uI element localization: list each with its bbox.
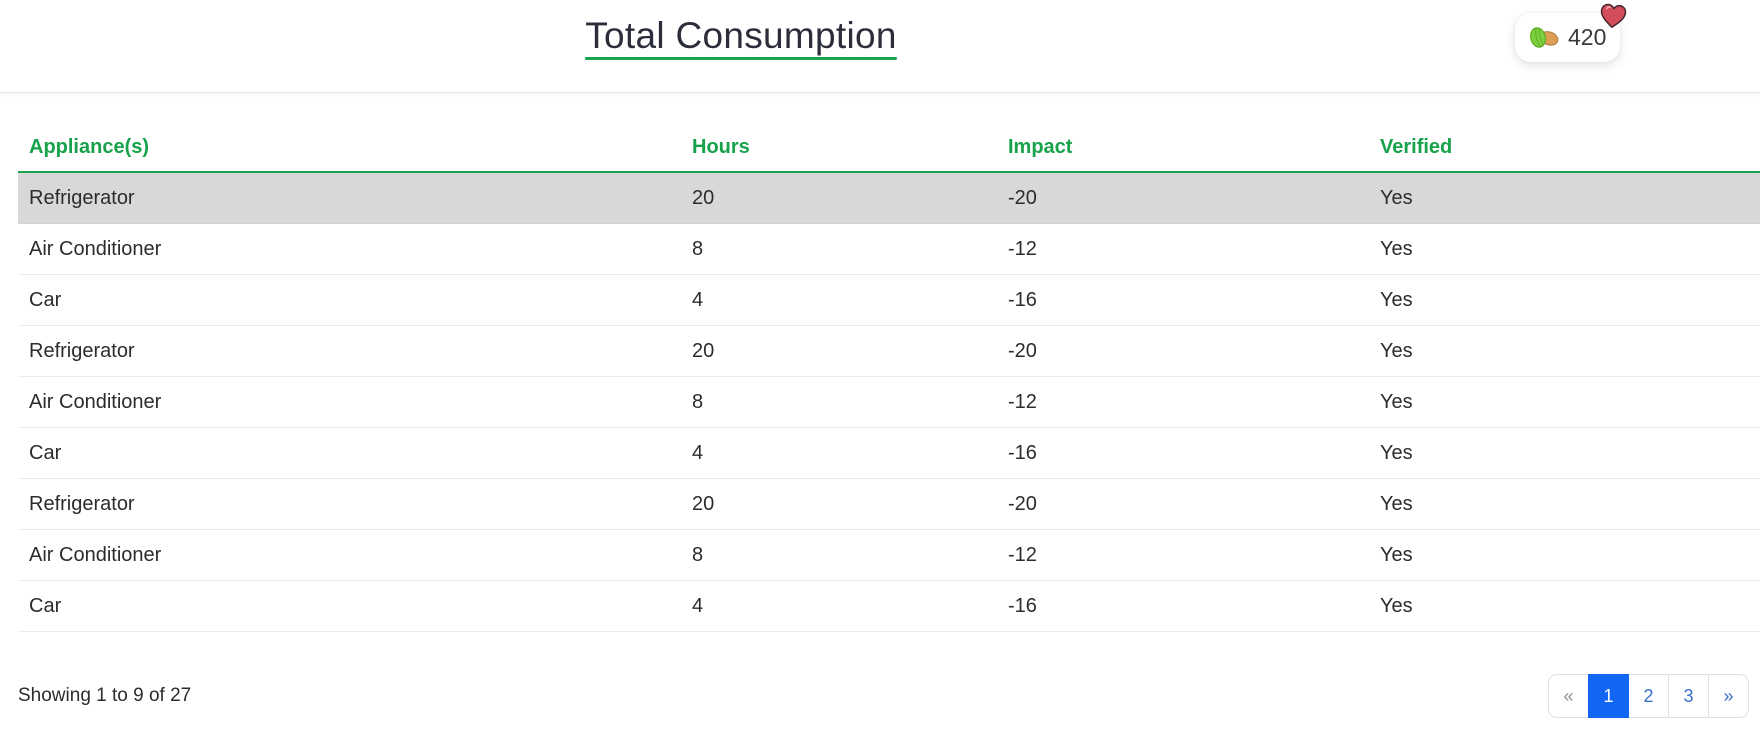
table-row[interactable]: Refrigerator 20 -20 Yes — [18, 478, 1760, 530]
table-cell: 4 — [692, 427, 1008, 479]
column-header-appliance: Appliance(s) — [18, 93, 692, 173]
table-cell: Car — [18, 580, 692, 632]
consumption-table: Appliance(s) Hours Impact Verified Refri… — [18, 93, 1760, 632]
table-cell: 4 — [692, 580, 1008, 632]
table-cell: Yes — [1380, 427, 1760, 479]
table-cell: Car — [18, 427, 692, 479]
table-cell: Car — [18, 274, 692, 326]
table-cell: Refrigerator — [18, 172, 692, 224]
pagination-page-2[interactable]: 2 — [1628, 674, 1669, 718]
table-cell: Yes — [1380, 376, 1760, 428]
table-cell: Yes — [1380, 529, 1760, 581]
table-cell: -20 — [1008, 478, 1380, 530]
top-bar: Total Consumption 420 — [0, 0, 1760, 93]
table-cell: -12 — [1008, 376, 1380, 428]
table-row[interactable]: Car 4 -16 Yes — [18, 580, 1760, 632]
table-cell: Yes — [1380, 274, 1760, 326]
table-cell: -12 — [1008, 529, 1380, 581]
table-row[interactable]: Air Conditioner 8 -12 Yes — [18, 376, 1760, 428]
table-cell: Refrigerator — [18, 325, 692, 377]
heart-icon — [1597, 1, 1630, 33]
table-cell: Yes — [1380, 580, 1760, 632]
table-cell: Air Conditioner — [18, 223, 692, 275]
table-row[interactable]: Car 4 -16 Yes — [18, 274, 1760, 326]
table-cell: 8 — [692, 529, 1008, 581]
points-value: 420 — [1568, 24, 1607, 50]
pagination: «1 2 3» — [1548, 674, 1749, 718]
table-footer: Showing 1 to 9 of 27 «1 2 3» — [18, 674, 1749, 718]
table-row[interactable]: Refrigerator 20 -20 Yes — [18, 172, 1760, 224]
seeds-icon — [1527, 23, 1561, 52]
table-cell: 8 — [692, 223, 1008, 275]
column-header-impact: Impact — [1008, 93, 1380, 173]
points-badge[interactable]: 420 — [1515, 13, 1621, 62]
table-row[interactable]: Air Conditioner 8 -12 Yes — [18, 223, 1760, 275]
table-row[interactable]: Air Conditioner 8 -12 Yes — [18, 529, 1760, 581]
table-cell: -16 — [1008, 580, 1380, 632]
table-row[interactable]: Car 4 -16 Yes — [18, 427, 1760, 479]
table-cell: -12 — [1008, 223, 1380, 275]
table-cell: Yes — [1380, 478, 1760, 530]
table-cell: -16 — [1008, 274, 1380, 326]
pagination-page-3[interactable]: 3 — [1668, 674, 1709, 718]
table-cell: 20 — [692, 172, 1008, 224]
table-header: Appliance(s) Hours Impact Verified — [18, 93, 1760, 173]
showing-status: Showing 1 to 9 of 27 — [18, 685, 192, 706]
table-body: Refrigerator 20 -20 Yes Air Conditioner 8 -12 Y… — [18, 172, 1760, 632]
table-cell: Yes — [1380, 172, 1760, 224]
table-cell: 4 — [692, 274, 1008, 326]
table-cell: Refrigerator — [18, 478, 692, 530]
table-cell: -20 — [1008, 325, 1380, 377]
column-header-hours: Hours — [692, 93, 1008, 173]
pagination-page-1[interactable]: 1 — [1588, 674, 1629, 718]
table-cell: -16 — [1008, 427, 1380, 479]
pagination-prev-button[interactable]: « — [1548, 674, 1589, 718]
table-cell: 8 — [692, 376, 1008, 428]
table-cell: Air Conditioner — [18, 529, 692, 581]
table-row[interactable]: Refrigerator 20 -20 Yes — [18, 325, 1760, 377]
column-header-verified: Verified — [1380, 93, 1760, 173]
page-title: Total Consumption — [585, 15, 897, 56]
pagination-next-button[interactable]: » — [1708, 674, 1749, 718]
table-cell: Air Conditioner — [18, 376, 692, 428]
table-cell: 20 — [692, 478, 1008, 530]
table-cell: -20 — [1008, 172, 1380, 224]
table-cell: 20 — [692, 325, 1008, 377]
table-cell: Yes — [1380, 223, 1760, 275]
table-cell: Yes — [1380, 325, 1760, 377]
